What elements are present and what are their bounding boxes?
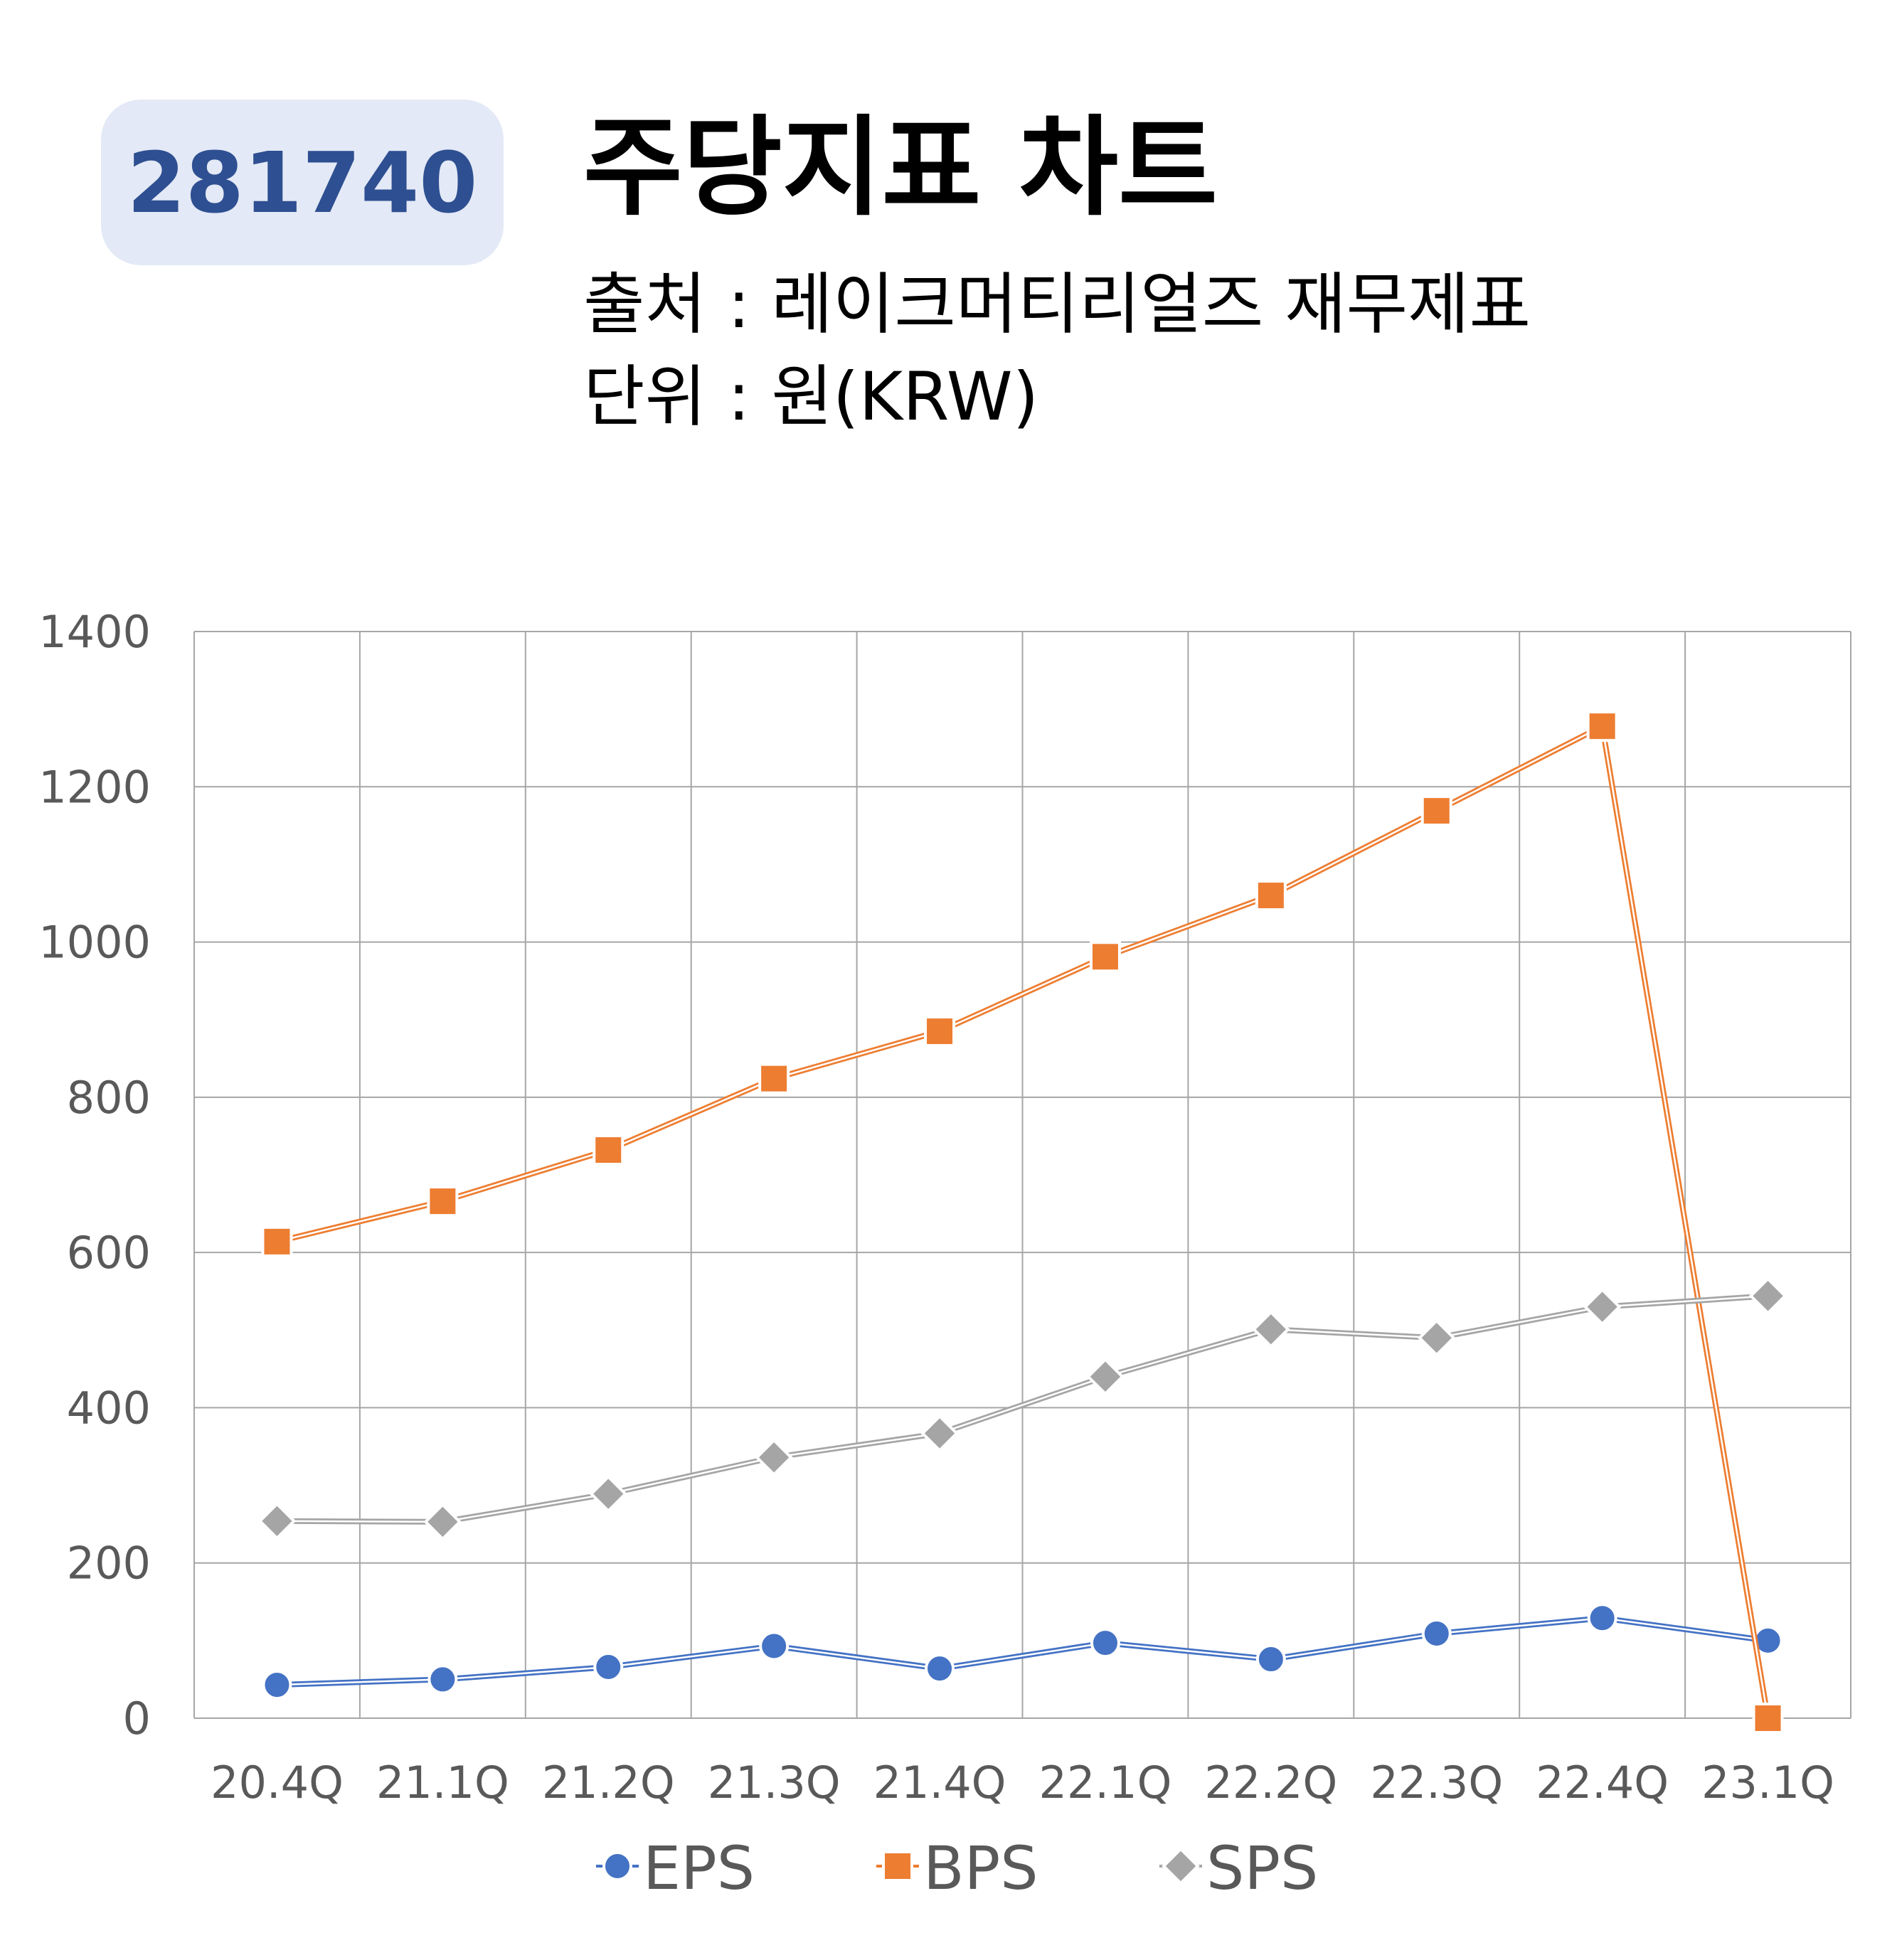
x-tick-label: 22.4Q — [1536, 1757, 1669, 1809]
sps-point — [1417, 1319, 1456, 1358]
y-tick-label: 400 — [67, 1382, 151, 1434]
bps-point — [1089, 941, 1121, 973]
eps-point — [1090, 1628, 1120, 1658]
bps-point — [1586, 710, 1618, 742]
sps-series-line-inner — [277, 1295, 1768, 1523]
bps-point — [261, 1225, 293, 1257]
eps-point — [1587, 1603, 1617, 1634]
x-tick-label: 23.1Q — [1701, 1757, 1834, 1809]
eps-point — [759, 1631, 790, 1661]
bps-series-line-inner — [277, 725, 1769, 1719]
eps-legend-label: EPS — [643, 1833, 755, 1903]
y-tick-label: 600 — [67, 1227, 151, 1279]
sps-point — [1748, 1277, 1787, 1316]
bps-point — [427, 1186, 459, 1218]
bps-point — [1752, 1703, 1784, 1734]
y-tick-label: 1000 — [38, 917, 151, 969]
sps-legend-marker — [1162, 1847, 1200, 1885]
bps-legend-marker — [882, 1850, 913, 1882]
stock-code: 281740 — [127, 133, 478, 232]
y-tick-label: 200 — [67, 1538, 151, 1589]
x-tick-label: 20.4Q — [211, 1757, 344, 1809]
sps-point — [257, 1501, 297, 1540]
bps-point — [924, 1016, 956, 1048]
sps-legend-label: SPS — [1206, 1833, 1318, 1903]
x-tick-label: 22.1Q — [1039, 1757, 1172, 1809]
eps-legend-marker — [602, 1851, 632, 1881]
eps-series-line-inner — [277, 1617, 1768, 1686]
eps-point — [1421, 1619, 1452, 1649]
source-line: 출처 : 레이크머티리얼즈 재무제표 — [583, 266, 1531, 343]
x-tick-label: 21.3Q — [708, 1757, 841, 1809]
sps-point — [1086, 1357, 1125, 1396]
eps-point — [593, 1651, 624, 1682]
bps-point — [1420, 795, 1452, 827]
x-tick-label: 22.3Q — [1370, 1757, 1503, 1809]
bps-point — [1255, 880, 1287, 912]
y-tick-label: 0 — [123, 1693, 151, 1745]
bps-legend-label: BPS — [923, 1833, 1038, 1903]
x-tick-label: 21.2Q — [542, 1757, 675, 1809]
sps-point — [920, 1414, 959, 1453]
sps-point — [423, 1503, 462, 1541]
bps-point — [593, 1134, 625, 1166]
eps-point — [925, 1653, 955, 1684]
sps-point — [1583, 1287, 1622, 1326]
eps-point — [1255, 1644, 1286, 1675]
bps-point — [758, 1062, 790, 1094]
chart-title: 주당지표 차트 — [583, 105, 1218, 230]
x-tick-label: 21.1Q — [376, 1757, 509, 1809]
x-tick-label: 21.4Q — [873, 1757, 1006, 1809]
y-tick-label: 800 — [67, 1072, 151, 1124]
sps-point — [755, 1438, 793, 1477]
y-tick-label: 1200 — [38, 761, 151, 813]
unit-line: 단위 : 원(KRW) — [583, 358, 1039, 436]
sps-point — [1252, 1310, 1290, 1349]
stock-code-badge: 281740 — [101, 100, 504, 265]
y-tick-label: 1400 — [38, 606, 151, 658]
eps-point — [262, 1670, 292, 1700]
eps-point — [427, 1664, 458, 1695]
x-tick-label: 22.2Q — [1204, 1757, 1337, 1809]
sps-point — [589, 1474, 628, 1513]
